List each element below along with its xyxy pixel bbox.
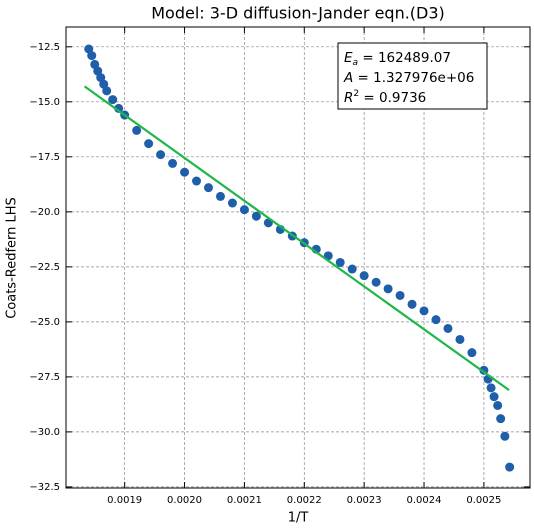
y-tick-label: −22.5 xyxy=(29,262,60,273)
data-point xyxy=(359,271,369,281)
x-tick-label: 0.0024 xyxy=(407,495,442,506)
data-point xyxy=(192,176,202,186)
data-point xyxy=(431,315,441,325)
data-point xyxy=(467,348,477,358)
data-point xyxy=(489,392,499,402)
data-point xyxy=(251,211,261,221)
data-point xyxy=(335,257,345,267)
data-point xyxy=(347,264,357,274)
y-tick-label: −25.0 xyxy=(29,317,60,328)
x-axis-label: 1/T xyxy=(288,511,309,526)
data-point xyxy=(114,103,124,113)
data-point xyxy=(180,167,190,177)
x-tick-label: 0.0023 xyxy=(347,495,382,506)
data-point xyxy=(156,150,166,160)
x-tick-label: 0.0019 xyxy=(107,495,142,506)
annotation-line: R2 = 0.9736 xyxy=(344,89,426,107)
data-point xyxy=(486,383,496,393)
annotation-symbol: R xyxy=(344,90,353,106)
data-point xyxy=(496,414,506,424)
data-point xyxy=(371,277,381,287)
annotation-text: = 162489.07 xyxy=(358,50,451,66)
x-tick-label: 0.0022 xyxy=(287,495,322,506)
x-tick-label: 0.0020 xyxy=(167,495,202,506)
y-tick-label: −20.0 xyxy=(29,207,60,218)
data-point xyxy=(505,462,515,472)
chart-title: Model: 3-D diffusion-Jander eqn.(D3) xyxy=(151,4,445,23)
annotation-text: = 0.9736 xyxy=(359,90,426,106)
data-point xyxy=(455,334,465,344)
data-point xyxy=(168,158,178,168)
data-point xyxy=(500,431,510,441)
data-point xyxy=(395,290,405,300)
fit-line xyxy=(83,85,510,391)
y-tick-label: −32.5 xyxy=(29,482,60,493)
annotation-symbol: E xyxy=(344,50,353,66)
data-point xyxy=(443,323,453,333)
x-tick-label: 0.0021 xyxy=(227,495,262,506)
data-point xyxy=(407,299,417,309)
annotation-box xyxy=(337,42,488,110)
y-axis-label: Coats-Redfern LHS xyxy=(5,197,20,319)
data-point xyxy=(203,183,213,193)
y-tick-label: −12.5 xyxy=(29,42,60,53)
x-tick-label: 0.0025 xyxy=(466,495,501,506)
data-point xyxy=(102,86,112,96)
data-point xyxy=(493,400,503,410)
data-point xyxy=(87,51,97,61)
annotation-line: A = 1.327976e+06 xyxy=(343,70,474,86)
data-point xyxy=(132,125,142,135)
data-point xyxy=(227,198,237,208)
annotation-symbol: A xyxy=(343,70,353,86)
annotation-subscript: a xyxy=(353,58,359,68)
y-tick-label: −30.0 xyxy=(29,427,60,438)
data-point xyxy=(144,139,154,149)
data-point xyxy=(239,205,249,215)
y-tick-label: −15.0 xyxy=(29,97,60,108)
annotation-line: Ea = 162489.07 xyxy=(344,50,451,68)
y-tick-label: −17.5 xyxy=(29,152,60,163)
data-point xyxy=(215,191,225,201)
data-point xyxy=(383,284,393,294)
annotation-text: = 1.327976e+06 xyxy=(353,70,474,86)
data-point xyxy=(419,306,429,316)
plot-frame xyxy=(65,26,531,489)
data-point xyxy=(108,95,118,105)
annotation-superscript: 2 xyxy=(353,89,359,99)
y-tick-label: −27.5 xyxy=(29,372,60,383)
